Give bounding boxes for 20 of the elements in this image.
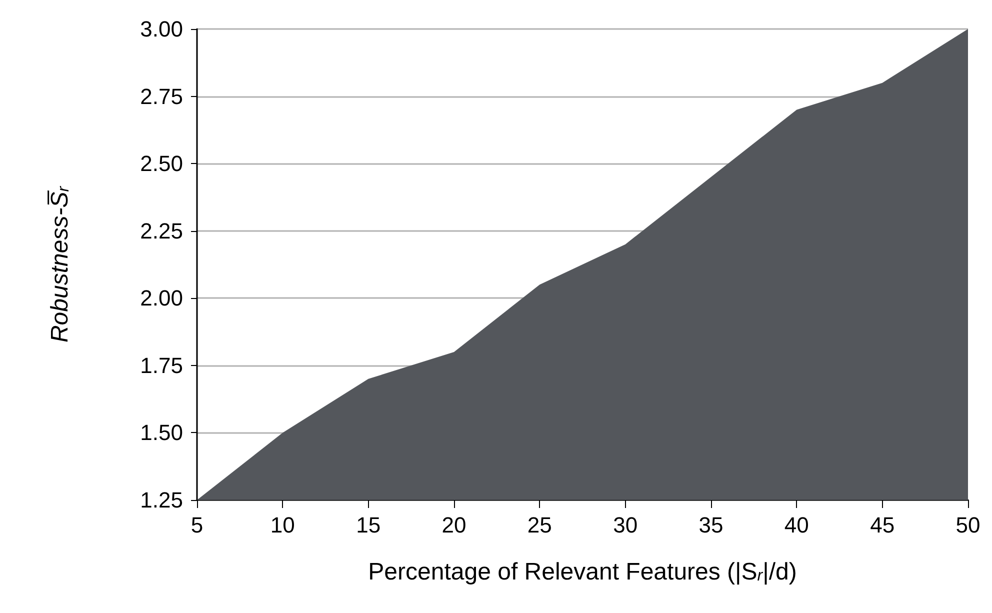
x-tick-label: 35 — [698, 512, 724, 538]
y-axis-title: Robustness-S̅r — [46, 186, 74, 343]
x-tick-label: 20 — [442, 512, 466, 538]
x-tick-label: 5 — [190, 512, 204, 538]
x-tick-label: 45 — [870, 512, 895, 538]
x-tick-label: 15 — [356, 512, 381, 538]
y-tick-label: 2.25 — [140, 218, 183, 244]
x-tick-label: 25 — [527, 512, 552, 538]
x-tick-label: 40 — [784, 512, 809, 538]
y-tick-label: 1.75 — [140, 352, 183, 378]
x-tick-label: 10 — [270, 512, 295, 538]
y-tick-label: 2.00 — [140, 286, 183, 311]
x-tick-label: 30 — [613, 512, 638, 538]
y-tick-label: 1.50 — [140, 420, 183, 446]
y-tick-label: 2.75 — [140, 84, 183, 109]
y-tick-label: 2.50 — [140, 151, 183, 176]
x-tick-label: 50 — [956, 512, 980, 538]
x-axis-title: Percentage of Relevant Features (|Sr|/d) — [368, 558, 797, 586]
y-tick-label: 1.25 — [140, 488, 183, 512]
y-tick-label: 3.00 — [140, 16, 183, 42]
